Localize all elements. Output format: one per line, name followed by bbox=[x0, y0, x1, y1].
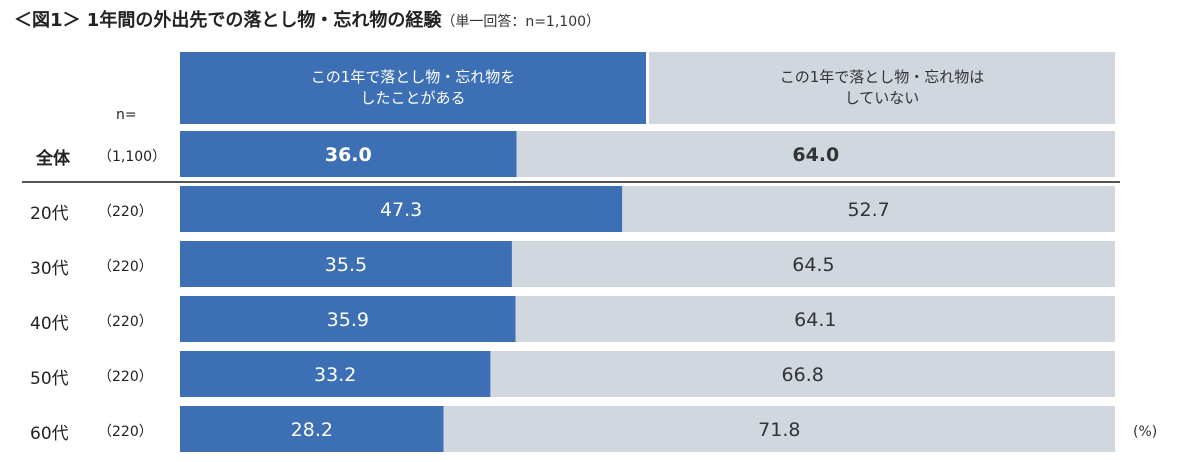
unit-label: (%) bbox=[1133, 424, 1158, 440]
data-label: 66.8 bbox=[782, 364, 824, 386]
data-label: 52.7 bbox=[847, 199, 889, 221]
bar-not bbox=[516, 131, 1115, 177]
data-label: 35.9 bbox=[327, 309, 369, 331]
row-n: （1,100） bbox=[98, 149, 167, 165]
data-label: 64.1 bbox=[794, 309, 836, 331]
row-n: （220） bbox=[98, 259, 153, 275]
bar-did bbox=[180, 351, 491, 397]
bar-not bbox=[511, 241, 1115, 287]
bar-not bbox=[490, 351, 1115, 397]
bar-did bbox=[180, 296, 516, 342]
bar-not bbox=[443, 406, 1115, 452]
row-label: 40代 bbox=[30, 314, 69, 334]
bar-not bbox=[622, 186, 1115, 232]
chart-title: ＜図1＞ 1年間の外出先での落とし物・忘れ物の経験（単一回答：n=1,100） bbox=[14, 10, 601, 31]
bar-did bbox=[180, 186, 623, 232]
legend-not: この1年で落とし物・忘れ物は していない bbox=[649, 52, 1115, 124]
legend-did: この1年で落とし物・忘れ物を したことがある bbox=[180, 52, 646, 124]
data-label: 33.2 bbox=[314, 364, 356, 386]
row-n: （220） bbox=[98, 204, 153, 220]
row-n: （220） bbox=[98, 424, 153, 440]
bar-did bbox=[180, 131, 517, 177]
bar-did bbox=[180, 241, 512, 287]
data-label: 71.8 bbox=[758, 419, 800, 441]
n-header: n= bbox=[116, 107, 137, 123]
row-label: 50代 bbox=[30, 369, 69, 389]
row-label: 30代 bbox=[30, 259, 69, 279]
data-label: 35.5 bbox=[325, 254, 367, 276]
bar-did bbox=[180, 406, 444, 452]
divider bbox=[22, 181, 1120, 183]
data-label: 36.0 bbox=[325, 144, 372, 166]
row-label: 20代 bbox=[30, 204, 69, 224]
data-label: 64.5 bbox=[792, 254, 834, 276]
chart-subtitle: （単一回答：n=1,100） bbox=[441, 14, 601, 30]
data-label: 28.2 bbox=[291, 419, 333, 441]
row-n: （220） bbox=[98, 314, 153, 330]
data-label: 47.3 bbox=[380, 199, 422, 221]
row-n: （220） bbox=[98, 369, 153, 385]
row-label: 60代 bbox=[30, 424, 69, 444]
row-label: 全体 bbox=[36, 149, 70, 169]
data-label: 64.0 bbox=[792, 144, 839, 166]
bar-not bbox=[515, 296, 1115, 342]
